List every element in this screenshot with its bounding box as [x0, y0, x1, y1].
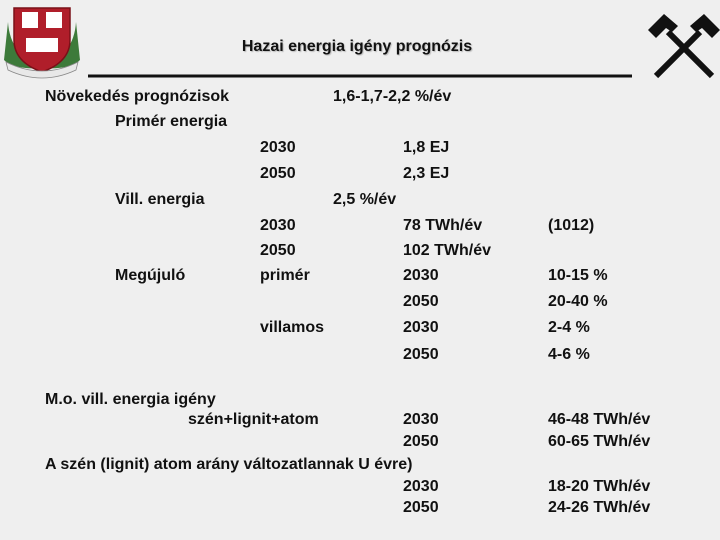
text-cell: A szén (lignit) atom arány változatlanna… — [45, 456, 413, 473]
text-cell: 2050 — [403, 293, 439, 310]
text-cell: 2030 — [260, 139, 296, 156]
text-cell: 2050 — [403, 433, 439, 450]
text-cell: Primér energia — [115, 113, 228, 130]
text-cell: 60-65 TWh/év — [548, 433, 651, 450]
text-cell: Növekedés prognózisok — [45, 88, 230, 105]
text-cell: 2030 — [403, 478, 439, 495]
text-cell: M.o. vill. energia igény — [45, 391, 216, 408]
decorations — [4, 7, 720, 79]
text-cell: 2030 — [403, 267, 439, 284]
text-cell: 2-4 % — [548, 319, 590, 336]
text-cell: 2,5 %/év — [333, 191, 397, 208]
text-cell: (1012) — [548, 217, 595, 234]
text-cell: 4-6 % — [548, 346, 590, 363]
text-cell: 46-48 TWh/év — [548, 411, 651, 428]
text-cell: 78 TWh/év — [403, 217, 483, 234]
text-cell: 102 TWh/év — [403, 242, 492, 259]
hammer-icon — [648, 14, 720, 79]
text-cell: 2030 — [403, 319, 439, 336]
text-cell: 20-40 % — [548, 293, 608, 310]
text-cell: 2050 — [403, 499, 439, 516]
text-cell: szén+lignit+atom — [188, 411, 319, 428]
text-cell: 10-15 % — [548, 267, 608, 284]
text-cell: 2050 — [260, 165, 296, 182]
text-cell: Megújuló — [115, 267, 186, 284]
text-cell: 2050 — [260, 242, 296, 259]
text-cell: Vill. energia — [115, 191, 205, 208]
text-cell: 1,8 EJ — [403, 139, 450, 156]
logo — [4, 7, 80, 79]
text-cell: 2050 — [403, 346, 439, 363]
text-cell: 2030 — [260, 217, 296, 234]
slide-title: Hazai energia igény prognózis — [241, 38, 473, 55]
text-cell: 18-20 TWh/év — [548, 478, 651, 495]
text-cell: villamos — [260, 319, 325, 336]
text-cell: 2,3 EJ — [403, 165, 450, 182]
text-cell: 1,6-1,7-2,2 %/év — [333, 88, 452, 105]
text-cell: primér — [260, 267, 310, 284]
text-cell: 24-26 TWh/év — [548, 499, 651, 516]
text-cell: 2030 — [403, 411, 439, 428]
